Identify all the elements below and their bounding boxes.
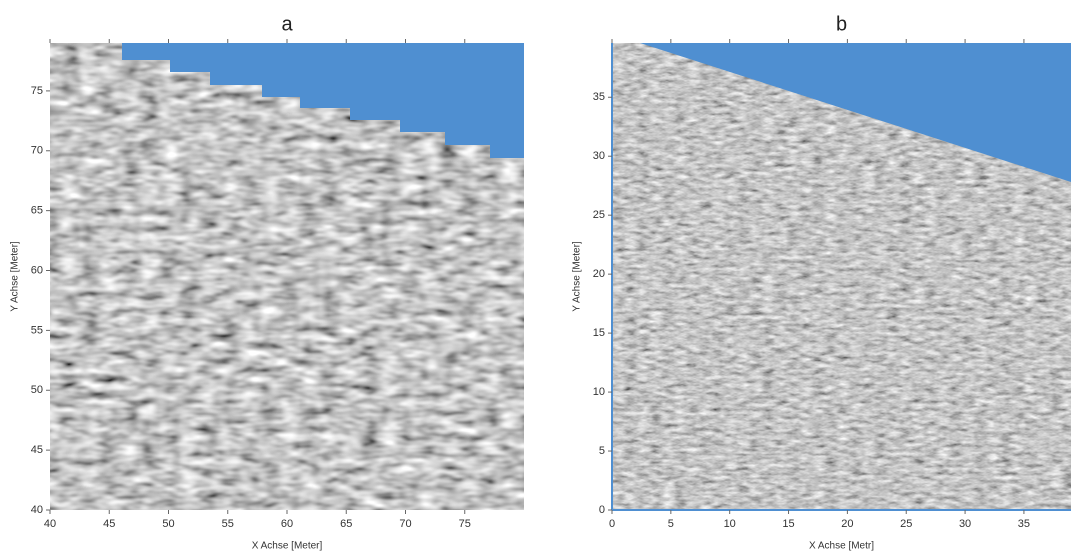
y-tick-label: 75 [31, 85, 43, 97]
x-tick-label: 65 [340, 518, 352, 530]
figure: a40455055606570754045505560657075X Achse… [0, 0, 1071, 557]
y-tick-label: 5 [599, 445, 605, 457]
y-axis-label: Y Achse [Meter] [10, 241, 21, 312]
x-tick-label: 45 [103, 518, 115, 530]
y-tick-label: 20 [593, 268, 605, 280]
y-tick-label: 55 [31, 324, 43, 336]
x-tick-label: 35 [1018, 518, 1030, 530]
y-tick-label: 25 [593, 209, 605, 221]
chart-title: b [836, 13, 847, 35]
y-tick-label: 35 [593, 91, 605, 103]
x-tick-label: 10 [724, 518, 736, 530]
x-tick-label: 5 [668, 518, 674, 530]
x-tick-label: 55 [222, 518, 234, 530]
x-tick-label: 60 [281, 518, 293, 530]
y-tick-label: 40 [31, 504, 43, 516]
x-tick-label: 15 [782, 518, 794, 530]
x-axis-label: X Achse [Meter] [252, 541, 323, 552]
x-tick-label: 50 [162, 518, 174, 530]
y-tick-label: 65 [31, 205, 43, 217]
y-tick-label: 0 [599, 504, 605, 516]
x-tick-label: 70 [399, 518, 411, 530]
y-tick-label: 50 [31, 384, 43, 396]
y-tick-label: 15 [593, 327, 605, 339]
y-tick-label: 30 [593, 150, 605, 162]
panel-b [612, 43, 1071, 510]
x-tick-label: 75 [459, 518, 471, 530]
x-axis-label: X Achse [Metr] [809, 541, 874, 552]
panel-a [50, 43, 524, 510]
x-tick-label: 0 [609, 518, 615, 530]
y-axis-label: Y Achse [Meter] [572, 241, 583, 312]
x-tick-label: 20 [841, 518, 853, 530]
y-tick-label: 60 [31, 264, 43, 276]
x-tick-label: 25 [900, 518, 912, 530]
chart-title: a [281, 13, 293, 35]
x-tick-label: 30 [959, 518, 971, 530]
y-tick-label: 10 [593, 386, 605, 398]
x-tick-label: 40 [44, 518, 56, 530]
y-tick-label: 45 [31, 444, 43, 456]
y-tick-label: 70 [31, 145, 43, 157]
